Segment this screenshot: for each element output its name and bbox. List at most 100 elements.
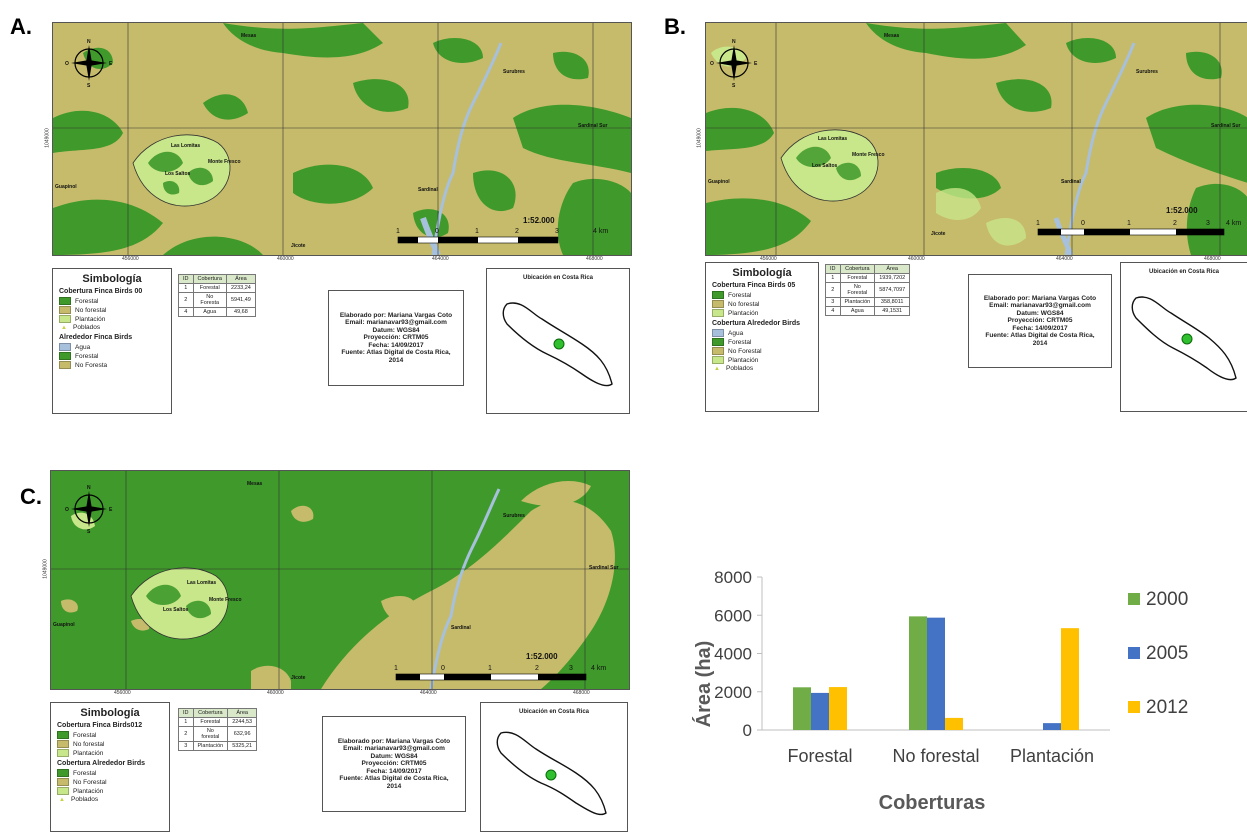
svg-text:0: 0 — [1081, 220, 1085, 227]
panel-letter: A. — [10, 14, 32, 39]
legend-item: Forestal — [59, 297, 171, 305]
town-label: Sardinal — [1061, 179, 1081, 185]
legend-heading: Cobertura Finca Birds012 — [57, 722, 143, 729]
town-label: Jicote — [291, 675, 306, 681]
town-label: Las Lomitas — [818, 136, 847, 142]
x-tick-label: Forestal — [787, 746, 852, 766]
compass-icon: N S O E — [65, 485, 113, 535]
svg-text:0: 0 — [441, 665, 445, 672]
area-table: ID Cobertura Área 1 Forestal 2244,53 2 No for… — [178, 708, 258, 751]
bar-2000-No forestal — [909, 616, 927, 730]
costa-rica-map — [1131, 296, 1237, 381]
svg-text:1: 1 — [394, 665, 398, 672]
panel-letter: B. — [664, 14, 686, 39]
town-label: Sardinal — [451, 625, 471, 631]
x-coord: 460000 — [277, 256, 294, 262]
legend-title: Simbología — [732, 267, 792, 279]
x-coord: 460000 — [267, 690, 284, 696]
town-label: Monte Fresco — [208, 159, 241, 165]
bar-2012-Plantación — [1061, 628, 1079, 730]
triangle-icon: ▲ — [59, 796, 65, 803]
map-a: N S O E Mesas Surubres Sardinal Sur Las … — [52, 22, 632, 256]
town-label: Sardinal Sur — [589, 565, 619, 571]
bar-chart-svg: Área (ha) Coberturas 0 2000 4000 6000 8000 Fo… — [692, 568, 1188, 814]
legend-label-2000: 2000 — [1146, 589, 1188, 610]
town-label: Sardinal Sur — [1211, 123, 1241, 129]
legend-heading: Cobertura Alrededor Birds — [57, 760, 146, 767]
x-coord: 464000 — [432, 256, 449, 262]
x-coord: 456000 — [114, 690, 131, 696]
legend-swatch-2000 — [1128, 593, 1140, 605]
x-axis-label: Coberturas — [879, 792, 986, 814]
svg-text:1: 1 — [475, 228, 479, 235]
x-tick-label: No forestal — [892, 746, 979, 766]
info-box: Elaborado por: Mariana Vargas Coto Email:… — [328, 290, 464, 386]
svg-text:1: 1 — [1036, 220, 1040, 227]
legend-item: No forestal — [59, 306, 171, 314]
svg-text:3: 3 — [555, 228, 559, 235]
panel-letter: C. — [20, 484, 42, 509]
svg-text:S: S — [87, 83, 91, 89]
svg-text:1: 1 — [396, 228, 400, 235]
svg-text:O: O — [710, 61, 714, 67]
town-label: Monte Fresco — [852, 152, 885, 158]
area-table: ID Cobertura Área 1 Forestal 1939,7202 2 No F… — [825, 264, 911, 316]
svg-text:O: O — [65, 61, 69, 67]
legend-item: ▲ Poblados — [712, 365, 818, 372]
town-label: Sardinal Sur — [578, 123, 608, 129]
location-map: Ubicación en Costa Rica — [1120, 262, 1247, 412]
y-tick-label: 2000 — [714, 683, 752, 702]
legend: Simbología Cobertura Finca Birds 05 Fore… — [705, 262, 819, 412]
svg-text:O: O — [65, 507, 69, 513]
map-a-canvas: N S O E Mesas Surubres Sardinal Sur Las … — [53, 23, 631, 255]
svg-text:E: E — [109, 61, 113, 67]
svg-text:N: N — [732, 39, 736, 45]
legend-swatch-2005 — [1128, 647, 1140, 659]
bar-2012-Forestal — [829, 687, 847, 730]
legend-item: ▲ Poblados — [57, 796, 169, 803]
compass-icon: N S O E — [710, 39, 758, 89]
svg-text:N: N — [87, 39, 91, 45]
svg-text:1:52.000: 1:52.000 — [1166, 206, 1198, 215]
legend: Simbología Cobertura Finca Birds 00 Fore… — [52, 268, 172, 414]
legend-item: Forestal — [57, 769, 169, 777]
y-coord: 1049000 — [42, 559, 49, 579]
map-b: N S O E Mesas Surubres Sardinal Sur Las … — [705, 22, 1247, 256]
map-c: N S O E Mesas Surubres Sardinal Sur Las … — [50, 470, 630, 690]
map-b-canvas: N S O E Mesas Surubres Sardinal Sur Las … — [706, 23, 1247, 255]
town-label: Surubres — [503, 513, 525, 519]
y-coord: 1049000 — [696, 128, 703, 148]
town-label: Mesas — [247, 481, 263, 487]
triangle-icon: ▲ — [61, 324, 67, 331]
legend-item: No Forestal — [712, 347, 818, 355]
legend-item: Plantación — [712, 356, 818, 364]
x-coord: 468000 — [586, 256, 603, 262]
legend-item: No Forestal — [57, 778, 169, 786]
legend-item: ▲ Poblados — [59, 324, 171, 331]
town-label: Monte Fresco — [209, 597, 242, 603]
svg-text:E: E — [754, 61, 758, 67]
costa-rica-map — [502, 302, 613, 387]
bar-2012-No forestal — [945, 717, 963, 730]
svg-text:1:52.000: 1:52.000 — [523, 216, 555, 225]
area-table: ID Cobertura Área 1 Forestal 2233,24 2 No For… — [178, 274, 256, 317]
legend-item: Forestal — [712, 291, 818, 299]
svg-text:S: S — [87, 529, 91, 535]
scale-bar: 1:52.000 1 0 1 2 3 4 km — [1036, 206, 1241, 236]
legend-item: Forestal — [57, 731, 169, 739]
x-coord: 456000 — [760, 256, 777, 262]
scale-bar: 1:52.000 1 0 1 2 3 4 km — [396, 216, 608, 244]
x-coord: 468000 — [573, 690, 590, 696]
y-tick-label: 6000 — [714, 606, 752, 625]
town-label: Guapinol — [708, 179, 730, 185]
bar-2005-Forestal — [811, 692, 829, 730]
town-label: Mesas — [884, 33, 900, 39]
legend: Simbología Cobertura Finca Birds012 Fore… — [50, 702, 170, 832]
svg-text:2: 2 — [535, 665, 539, 672]
y-coord: 1049000 — [44, 128, 51, 148]
town-label: Jicote — [931, 231, 946, 237]
legend-title: Simbología — [80, 707, 140, 719]
x-tick-label: Plantación — [1010, 746, 1094, 766]
bar-2000-Forestal — [793, 687, 811, 730]
svg-text:S: S — [732, 83, 736, 89]
